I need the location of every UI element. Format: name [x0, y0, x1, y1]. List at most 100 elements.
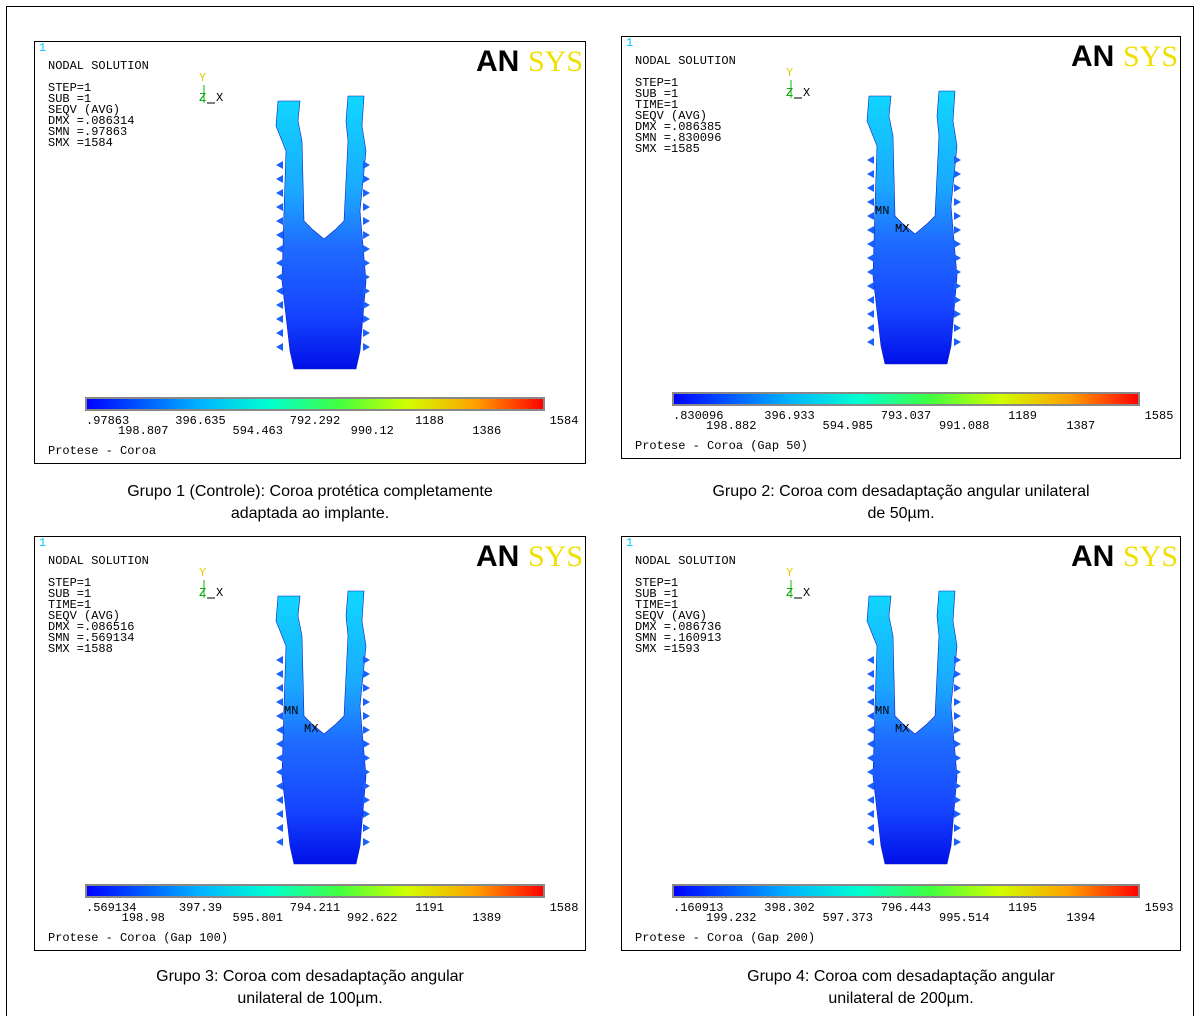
thread — [363, 810, 370, 818]
thread — [363, 301, 370, 309]
triad-y: Y — [786, 66, 793, 80]
scale-label: 594.463 — [233, 424, 283, 438]
min-marker: MN — [875, 704, 889, 718]
triad-y: Y — [199, 71, 206, 85]
thread — [867, 338, 874, 346]
solution-title: NODAL SOLUTION — [48, 554, 149, 568]
logo-sys: SYS — [1123, 40, 1178, 73]
scale-label: 198.882 — [706, 419, 756, 433]
info-line: SMX =1593 — [635, 642, 700, 656]
scale-label: 1387 — [1066, 419, 1095, 433]
thread — [363, 343, 370, 351]
scale-label: .569134 — [86, 901, 136, 915]
triad-x: X — [216, 91, 223, 105]
thread — [276, 670, 283, 678]
thread — [276, 740, 283, 748]
thread — [954, 338, 961, 346]
thread — [276, 161, 283, 169]
thread — [363, 259, 370, 267]
thread — [276, 259, 283, 267]
scale-label: 796.443 — [881, 901, 931, 915]
thread — [867, 170, 874, 178]
thread — [867, 726, 874, 734]
logo-an: AN — [1071, 40, 1114, 73]
triad-z: Z — [786, 586, 793, 600]
thread — [363, 329, 370, 337]
triad-z: Z — [199, 586, 206, 600]
thread — [867, 670, 874, 678]
scale-label: 595.801 — [233, 911, 283, 925]
thread — [954, 698, 961, 706]
triad-x: X — [216, 586, 223, 600]
info-line: SMX =1588 — [48, 642, 113, 656]
thread — [954, 254, 961, 262]
thread — [363, 231, 370, 239]
caption: Grupo 1 (Controle): Coroa protética comp… — [34, 481, 586, 525]
thread — [867, 184, 874, 192]
info-line: DMX =.086516 — [48, 620, 134, 634]
scale-label: 792.292 — [290, 414, 340, 428]
panel-footer: Protese - Coroa — [48, 444, 156, 458]
ansys-panel: 1 NODAL SOLUTION STEP=1 SUB =1 TIME=1 SEQV (A… — [621, 536, 1181, 951]
thread — [954, 810, 961, 818]
thread — [363, 273, 370, 281]
ansys-panel: 1 NODAL SOLUTION STEP=1 SUB =1 TIME=1 SEQV (A… — [621, 36, 1181, 459]
thread — [954, 226, 961, 234]
info-line: TIME=1 — [635, 98, 678, 112]
thread — [954, 754, 961, 762]
info-line: SMX =1585 — [635, 142, 700, 156]
max-marker: MX — [895, 222, 909, 236]
scale-label: 1593 — [1145, 901, 1174, 915]
triad-y: Y — [786, 566, 793, 580]
thread — [954, 212, 961, 220]
thread — [867, 212, 874, 220]
window-number: 1 — [626, 536, 633, 550]
colorbar — [85, 397, 545, 411]
thread — [276, 175, 283, 183]
scale-label: 793.037 — [881, 409, 931, 423]
scale-label: 396.933 — [764, 409, 814, 423]
info-line: SMX =1584 — [48, 136, 113, 150]
logo-sys: SYS — [528, 540, 583, 573]
thread — [867, 754, 874, 762]
scale-label: 1584 — [550, 414, 579, 428]
info-line: SMN =.569134 — [48, 631, 134, 645]
thread — [276, 726, 283, 734]
window-number: 1 — [626, 36, 633, 50]
thread — [954, 324, 961, 332]
caption-line: Grupo 4: Coroa com desadaptação angular — [747, 968, 1055, 985]
info-line: STEP=1 — [635, 576, 678, 590]
triad-z: Z — [786, 86, 793, 100]
thread — [363, 796, 370, 804]
info-line: DMX =.086314 — [48, 114, 134, 128]
thread — [276, 796, 283, 804]
thread — [363, 203, 370, 211]
thread — [276, 301, 283, 309]
implant — [275, 95, 367, 370]
colorbar — [672, 392, 1140, 406]
scale-label: 992.622 — [347, 911, 397, 925]
thread — [867, 198, 874, 206]
thread — [363, 712, 370, 720]
thread — [276, 768, 283, 776]
thread — [276, 824, 283, 832]
scale-label: 794.211 — [290, 901, 340, 915]
scale-label: 1386 — [472, 424, 501, 438]
thread — [363, 245, 370, 253]
info-line: SMN =.160913 — [635, 631, 721, 645]
thread — [954, 768, 961, 776]
window-number: 1 — [39, 41, 46, 55]
scale-label: 995.514 — [939, 911, 989, 925]
scale-label: 1191 — [415, 901, 444, 915]
scale-label: 198.807 — [118, 424, 168, 438]
logo-an: AN — [476, 540, 519, 573]
ansys-panel: 1 NODAL SOLUTION STEP=1 SUB =1 SEQV (AVG) DMX… — [34, 41, 586, 464]
thread — [954, 656, 961, 664]
thread — [363, 175, 370, 183]
info-line: SMN =.830096 — [635, 131, 721, 145]
scale-label: 1195 — [1008, 901, 1037, 915]
thread — [363, 189, 370, 197]
caption-line: unilateral de 200µm. — [828, 990, 974, 1007]
thread — [954, 170, 961, 178]
